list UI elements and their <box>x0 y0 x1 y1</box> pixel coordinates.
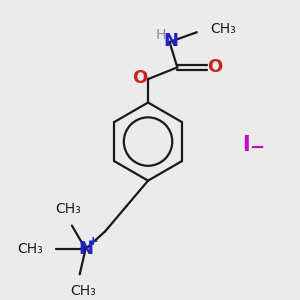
Text: O: O <box>207 58 222 76</box>
Text: H: H <box>156 28 166 42</box>
Text: CH₃: CH₃ <box>211 22 236 36</box>
Text: −: − <box>249 140 264 158</box>
Text: CH₃: CH₃ <box>17 242 43 256</box>
Text: CH₃: CH₃ <box>71 284 97 298</box>
Text: N: N <box>163 32 178 50</box>
Text: CH₃: CH₃ <box>55 202 81 216</box>
Text: +: + <box>88 235 99 248</box>
Text: N: N <box>78 240 93 258</box>
Text: I: I <box>242 134 250 154</box>
Text: O: O <box>133 69 148 87</box>
